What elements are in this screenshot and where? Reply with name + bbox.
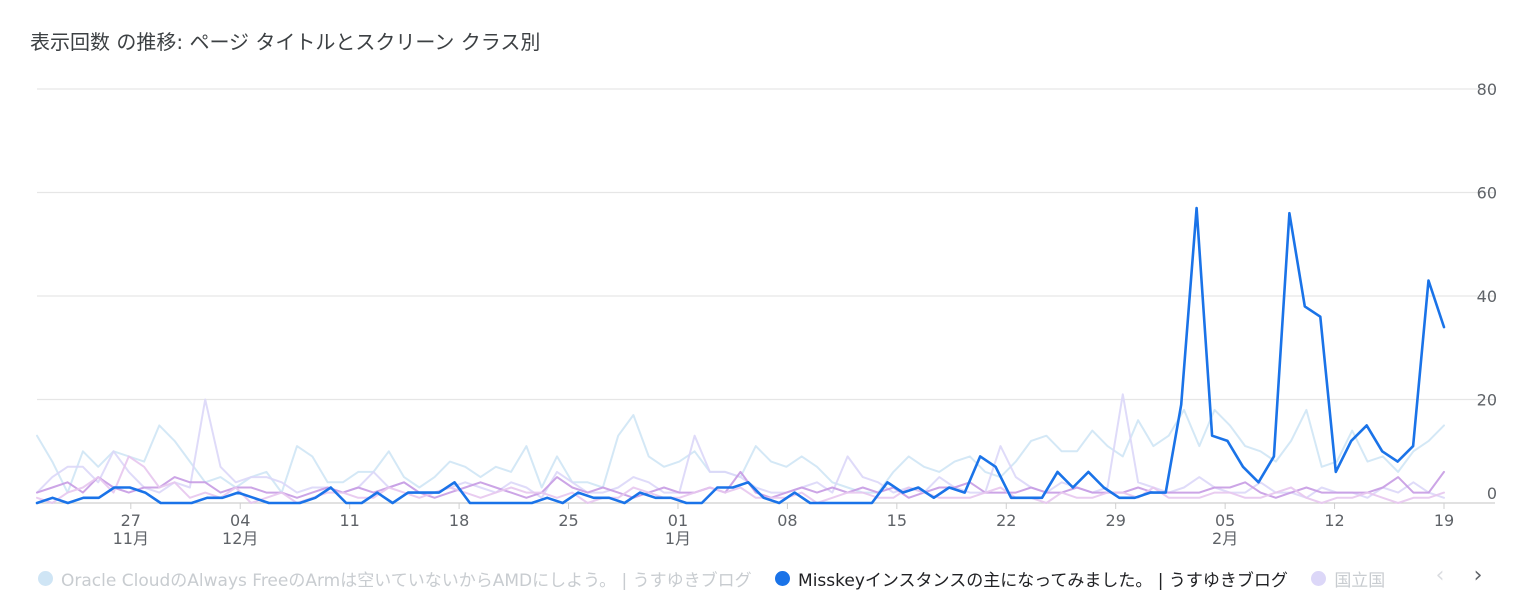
x-tick-label: 29: [1106, 511, 1126, 530]
y-tick-label: 0: [1487, 484, 1497, 503]
x-tick-label: 15: [887, 511, 907, 530]
legend-prev-icon[interactable]: ‹: [1435, 563, 1445, 588]
series-line-2: [36, 393, 1445, 499]
legend: Oracle CloudのAlways FreeのArmは空いていないからAMD…: [38, 566, 1438, 592]
x-tick-label: 27: [121, 511, 141, 530]
x-tick-month-label: 1月: [665, 529, 691, 548]
legend-item-kokuritsu[interactable]: 国立国: [1311, 566, 1385, 591]
x-tick-label: 05: [1215, 511, 1235, 530]
x-tick-label: 01: [668, 511, 688, 530]
legend-label: Oracle CloudのAlways FreeのArmは空いていないからAMD…: [61, 571, 752, 591]
x-tick-month-label: 12月: [222, 529, 258, 548]
x-tick-month-label: 2月: [1212, 529, 1238, 548]
legend-dot: [1311, 571, 1327, 586]
x-tick-label: 11: [339, 511, 359, 530]
x-tick-label: 22: [996, 511, 1016, 530]
y-tick-label: 60: [1477, 184, 1497, 203]
y-tick-label: 20: [1477, 391, 1497, 410]
legend-fade: [1380, 562, 1440, 594]
x-tick-label: 04: [230, 511, 250, 530]
y-axis: 0 20 40 60 80: [1477, 80, 1497, 503]
x-tick-label: 19: [1434, 511, 1454, 530]
x-tick-label: 18: [449, 511, 469, 530]
chart-title: 表示回数 の推移: ページ タイトルとスクリーン クラス別: [30, 30, 541, 54]
legend-item-misskey[interactable]: Misskeyインスタンスの主になってみました。 | うすゆきブログ: [775, 566, 1288, 591]
x-tick-label: 08: [777, 511, 797, 530]
legend-item-oracle[interactable]: Oracle CloudのAlways FreeのArmは空いていないからAMD…: [38, 566, 752, 591]
legend-label: 国立国: [1334, 571, 1386, 591]
series-lines: [35, 206, 1446, 505]
x-tick-month-label: 11月: [113, 529, 149, 548]
x-tick-label: 25: [558, 511, 578, 530]
x-tick-label: 12: [1324, 511, 1344, 530]
grid-lines: [37, 88, 1495, 504]
legend-dot: [38, 571, 53, 586]
series-line-4: [36, 455, 1445, 504]
legend-dot: [775, 571, 791, 586]
legend-next-icon[interactable]: ›: [1473, 563, 1483, 588]
series-line-3: [36, 470, 1445, 499]
y-tick-label: 80: [1477, 80, 1497, 99]
y-tick-label: 40: [1477, 287, 1497, 306]
legend-label: Misskeyインスタンスの主になってみました。 | うすゆきブログ: [798, 571, 1288, 591]
series-line-1: [35, 206, 1446, 505]
